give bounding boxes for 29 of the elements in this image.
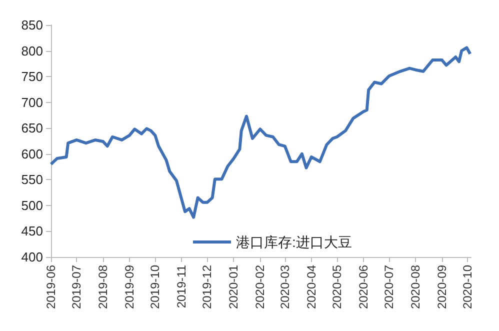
x-tick-label: 2019-07 <box>70 264 84 310</box>
x-tick-label: 2019-12 <box>200 264 214 310</box>
x-tick-label: 2020-01 <box>226 264 241 310</box>
x-tick-label: 2019-11 <box>174 264 189 308</box>
legend-label: 港口库存:进口大豆 <box>236 234 352 250</box>
x-tick-label: 2020-09 <box>434 264 449 310</box>
y-tick-label: 450 <box>21 224 43 239</box>
x-tick-label: 2019-09 <box>122 264 137 310</box>
x-tick-label: 2020-07 <box>382 264 396 310</box>
x-tick-label: 2019-10 <box>148 264 162 310</box>
x-tick-label: 2019-06 <box>44 264 58 310</box>
x-tick-label: 2019-08 <box>96 264 110 310</box>
x-tick-label: 2020-04 <box>304 264 318 310</box>
x-tick-label: 2020-05 <box>330 264 344 310</box>
x-tick-label: 2020-10 <box>460 264 475 310</box>
y-tick-label: 600 <box>21 146 43 162</box>
y-tick-label: 850 <box>21 18 43 32</box>
y-tick-label: 400 <box>21 250 43 264</box>
y-tick-label: 800 <box>21 43 43 58</box>
y-tick-label: 750 <box>21 69 43 84</box>
x-tick-label: 2020-08 <box>408 264 423 310</box>
y-tick-label: 700 <box>21 94 43 110</box>
x-tick-label: 2020-06 <box>356 264 370 310</box>
y-tick-label: 550 <box>21 172 43 188</box>
line-series <box>50 46 472 219</box>
y-tick-label: 500 <box>21 198 43 213</box>
y-tick-label: 650 <box>21 120 43 136</box>
x-tick-label: 2020-03 <box>278 264 292 310</box>
x-tick-label: 2020-02 <box>253 264 268 310</box>
